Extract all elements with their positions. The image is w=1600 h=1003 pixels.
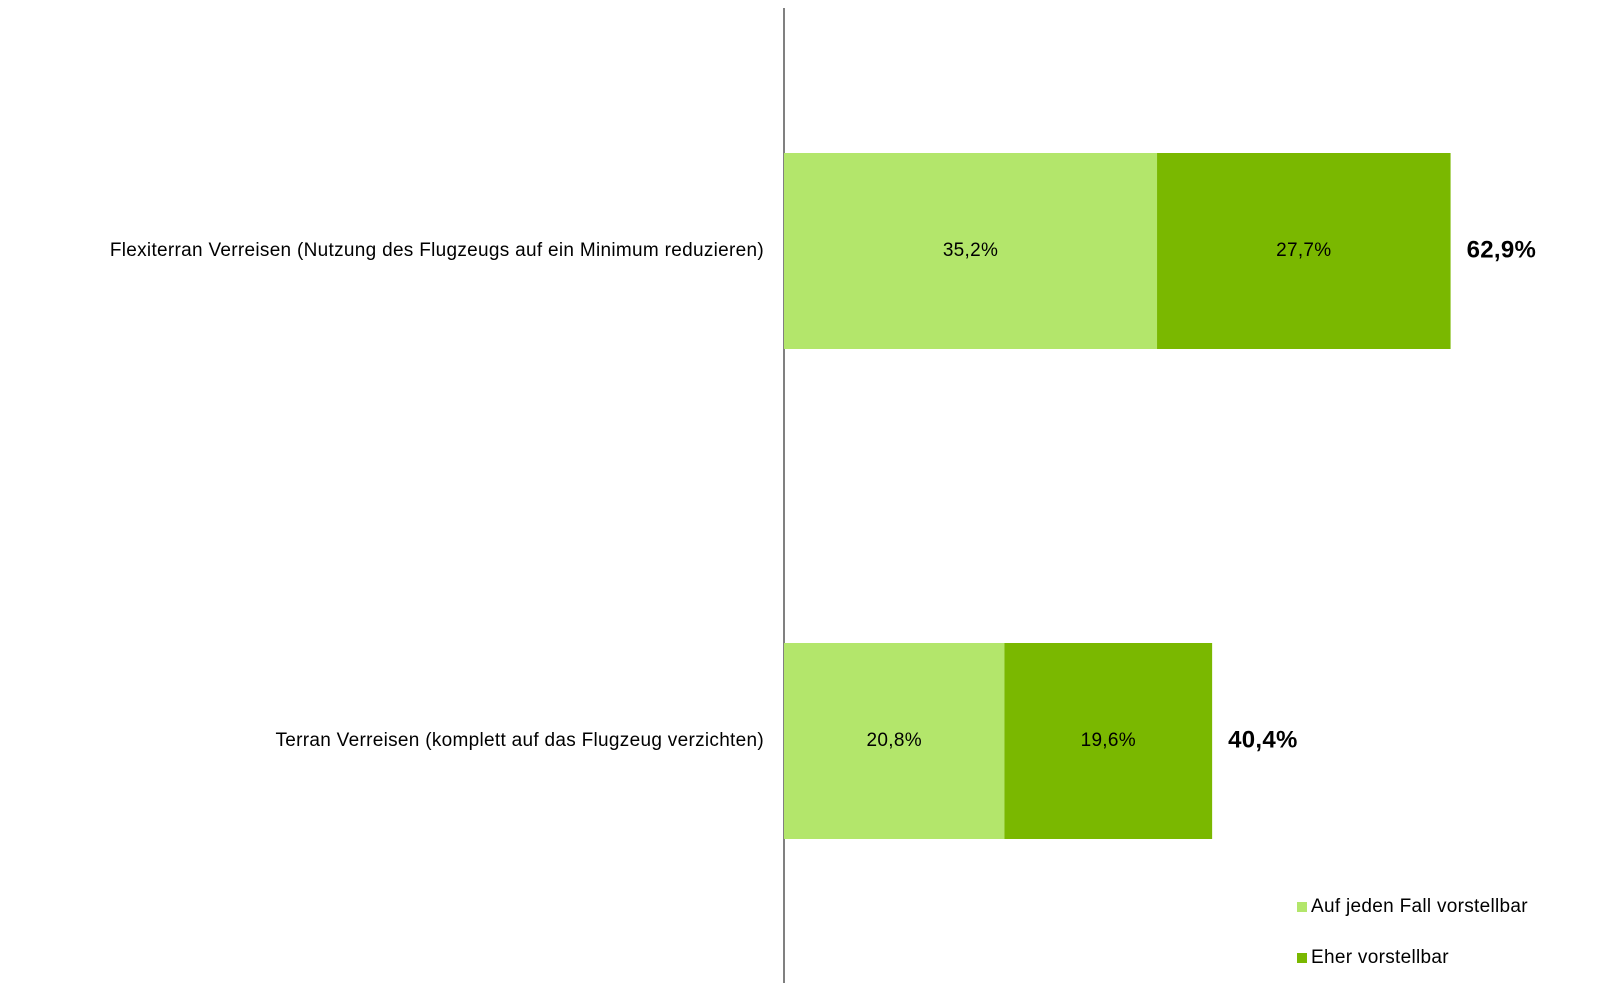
legend-label: Eher vorstellbar	[1311, 947, 1449, 968]
bar-segment	[784, 153, 1158, 349]
legend-swatch	[1297, 953, 1307, 963]
category-label: Terran Verreisen (komplett auf das Flugz…	[275, 730, 764, 751]
value-label: 19,6%	[1081, 730, 1136, 751]
value-label: 20,8%	[867, 730, 922, 751]
total-label: 40,4%	[1228, 726, 1298, 753]
bar-segment	[1004, 643, 1213, 839]
value-label: 35,2%	[943, 240, 998, 261]
category-label: Flexiterran Verreisen (Nutzung des Flugz…	[110, 240, 764, 261]
value-label: 27,7%	[1276, 240, 1331, 261]
legend-label: Auf jeden Fall vorstellbar	[1311, 896, 1528, 917]
bar-segment	[784, 643, 1005, 839]
bar-segment	[1157, 153, 1451, 349]
legend-swatch	[1297, 902, 1307, 912]
total-label: 62,9%	[1467, 236, 1537, 263]
